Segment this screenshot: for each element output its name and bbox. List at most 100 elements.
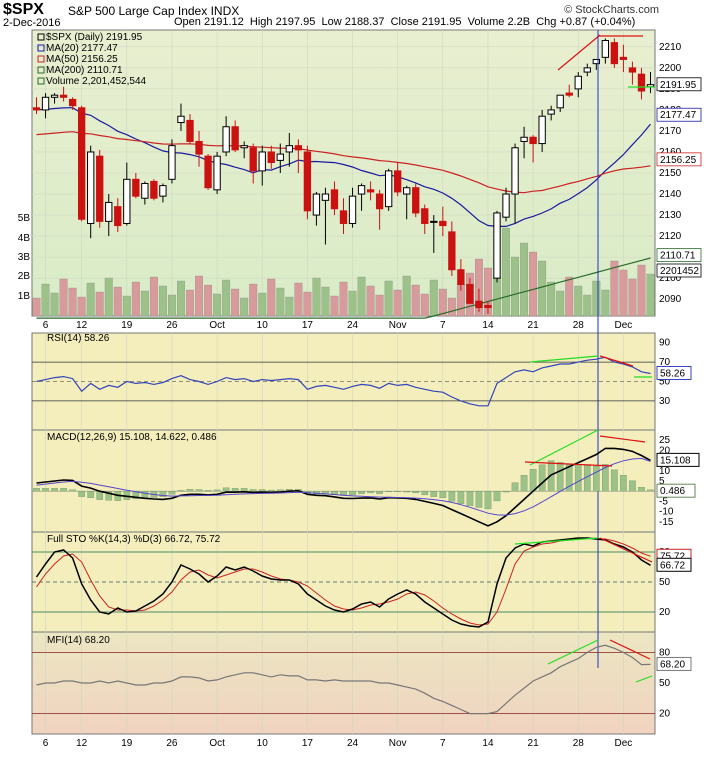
macd-histogram-bar xyxy=(376,491,383,494)
candle-body xyxy=(285,145,293,153)
candle-body xyxy=(375,193,384,210)
macd-tick-label: -5 xyxy=(659,496,668,507)
volume-bar xyxy=(149,276,158,317)
candle-body xyxy=(384,170,393,208)
x-tick-label: 17 xyxy=(302,738,314,749)
rsi-tick-label: 30 xyxy=(659,396,671,407)
volume-bar xyxy=(474,258,483,317)
macd-line xyxy=(36,447,651,527)
price-legend-entry: MA(20) 2177.47 xyxy=(46,43,118,54)
macd-histogram-bar xyxy=(33,488,40,492)
candle-body xyxy=(141,183,149,199)
volume-bar xyxy=(592,280,601,317)
candle-body xyxy=(177,115,185,124)
sto-divergence-green xyxy=(514,537,599,545)
volume-bar xyxy=(249,283,258,317)
legend-swatch xyxy=(37,66,45,74)
macd-histogram-bar xyxy=(520,475,528,492)
candle-body xyxy=(240,145,248,149)
macd-tick-label: 5 xyxy=(659,476,665,487)
macd-legend: MACD(12,26,9) 15.108, 14.622, 0.486 xyxy=(47,432,217,443)
macd-histogram-bar xyxy=(466,491,474,506)
macd-histogram-bar xyxy=(394,491,401,492)
volume-bar xyxy=(140,290,149,317)
x-tick-label: Nov xyxy=(389,738,407,749)
x-tick-label: 26 xyxy=(166,738,178,749)
macd-histogram-bar xyxy=(484,491,492,510)
candle-body xyxy=(619,56,628,60)
macd-histogram-bar xyxy=(78,491,85,497)
macd-histogram-bar xyxy=(502,491,510,493)
macd-histogram-bar xyxy=(132,491,140,500)
sto-divergence-red xyxy=(599,537,653,563)
volume-bar xyxy=(41,283,50,317)
macd-histogram-bar xyxy=(574,464,582,492)
last-value-tag xyxy=(656,263,702,278)
chart-date: 2-Dec-2016 xyxy=(3,17,61,29)
candle-body xyxy=(195,140,203,155)
sto-tick-label: 20 xyxy=(659,607,671,618)
candle-body xyxy=(249,147,257,172)
index-title: S&P 500 Large Cap Index xyxy=(68,4,208,18)
last-value-tag xyxy=(656,152,702,167)
volume-bar xyxy=(77,296,86,317)
last-value-text: 2156.25 xyxy=(660,155,697,166)
macd-histogram-bar xyxy=(647,489,654,492)
volume-bar xyxy=(95,291,104,317)
last-value-text: 2191.95 xyxy=(660,80,697,91)
rsi-tag-text: 58.26 xyxy=(660,368,685,379)
legend-swatch xyxy=(37,55,45,63)
mfi-tick-label: 80 xyxy=(659,647,671,658)
macd-histogram-bar xyxy=(177,490,185,492)
volume-bar xyxy=(32,297,41,317)
candle-body xyxy=(186,119,194,142)
last-value-text: 2177.47 xyxy=(660,110,697,121)
mfi-pane xyxy=(31,631,656,735)
candle-body xyxy=(50,94,59,98)
macd-histogram-bar xyxy=(186,489,194,492)
legend-swatch xyxy=(37,44,45,52)
macd-histogram-bar xyxy=(638,487,645,492)
volume-bar xyxy=(267,278,276,317)
volume-bar xyxy=(484,267,492,317)
legend-swatch xyxy=(37,77,45,85)
volume-bar xyxy=(330,295,339,317)
price-legend-entry: Volume 2,201,452,544 xyxy=(46,76,147,87)
ma50-line xyxy=(36,131,651,194)
volume-bar xyxy=(276,287,285,317)
sto-k-tag-text: 66.72 xyxy=(660,560,685,571)
x-tick-label: 6 xyxy=(43,320,49,331)
macd-histogram-bar xyxy=(448,491,456,502)
volume-bar xyxy=(637,264,646,317)
x-tick-label: Oct xyxy=(209,320,225,331)
candle-body xyxy=(511,147,519,195)
candle-body xyxy=(592,58,600,65)
candle-body xyxy=(583,67,591,73)
x-tick-label: 12 xyxy=(76,320,88,331)
macd-divergence-red xyxy=(599,435,646,443)
candle-body xyxy=(556,94,564,109)
macd-histogram-bar xyxy=(430,491,438,497)
candle-body xyxy=(430,220,438,223)
x-tick-label: 10 xyxy=(257,738,269,749)
volume-bar xyxy=(186,289,194,317)
volume-bar xyxy=(50,292,59,317)
volume-bar xyxy=(366,285,375,317)
brand[interactable]: © StockCharts.com xyxy=(564,4,659,16)
last-value-tag xyxy=(656,107,702,122)
macd-histogram-bar xyxy=(349,491,356,496)
candle-body xyxy=(565,92,573,96)
volume-bar xyxy=(375,294,384,317)
candle-body xyxy=(114,206,122,227)
candle-body xyxy=(466,283,474,304)
mfi-divergence-green xyxy=(547,639,599,665)
ma20-line xyxy=(36,107,651,227)
candle-body xyxy=(628,67,637,73)
candle-body xyxy=(574,75,582,90)
sto-d-tag-text: 75.72 xyxy=(660,551,685,562)
mfi-tag-text: 68.20 xyxy=(660,659,685,670)
price-tick-label: 2120 xyxy=(659,231,682,242)
mfi-legend: MFI(14) 68.20 xyxy=(47,635,110,646)
volume-bar xyxy=(520,242,529,317)
